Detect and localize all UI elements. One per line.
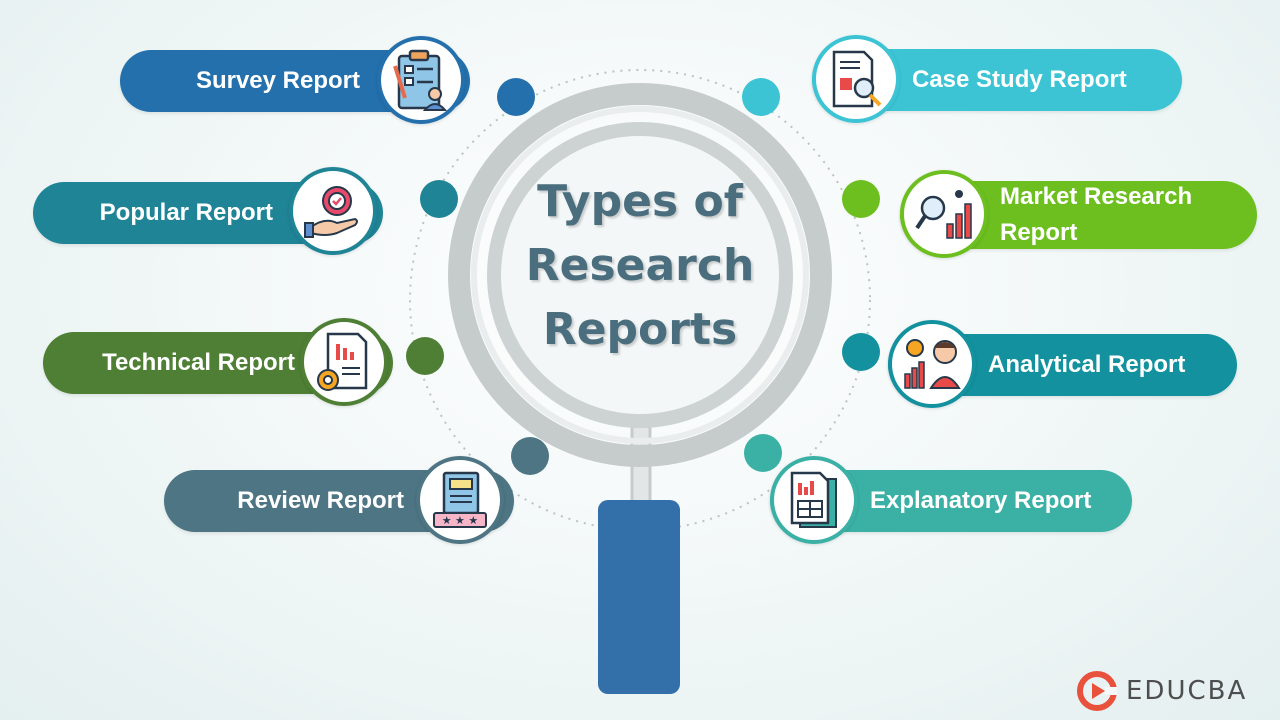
item-label: Survey Report	[195, 67, 360, 94]
item-label: Explanatory Report	[870, 487, 1092, 514]
connector-dot-technical	[406, 337, 444, 375]
award-hand-icon	[289, 167, 377, 255]
analytical-person-chart-icon	[888, 320, 976, 408]
item-label: Technical Report	[102, 349, 295, 376]
magnifier-lens	[487, 122, 793, 428]
title-line-3: Reports	[542, 304, 738, 355]
market-research-chart-icon	[900, 170, 988, 258]
magnifier-rim-highlight	[471, 106, 809, 444]
item-label: Case Study Report	[912, 66, 1127, 93]
item-label: Review Report	[237, 487, 404, 514]
educba-logo-text: EDUCBA	[1126, 676, 1248, 706]
title-line-2: Research	[525, 240, 755, 291]
survey-clipboard-icon	[377, 36, 465, 124]
magnifier-handle	[598, 500, 680, 694]
technical-document-gear-icon	[300, 318, 388, 406]
svg-text:★ ★ ★: ★ ★ ★	[442, 514, 479, 527]
connector-dot-survey	[497, 78, 535, 116]
diagram-title: Types of Research Reports	[510, 170, 770, 362]
educba-logo: EDUCBA	[1076, 670, 1247, 712]
title-line-1: Types of	[537, 176, 743, 227]
magnifier-rim-outer	[448, 83, 832, 467]
item-label: Analytical Report	[988, 351, 1186, 378]
connector-dot-review	[511, 437, 549, 475]
connector-dot-analytical	[842, 333, 880, 371]
educba-logo-icon	[1077, 671, 1117, 711]
explanatory-report-icon	[770, 456, 858, 544]
case-study-magnifier-icon	[812, 35, 900, 123]
connector-dot-market	[842, 180, 880, 218]
connector-dot-case-study	[742, 78, 780, 116]
connector-dot-popular	[420, 180, 458, 218]
connector-dot-explanatory	[744, 434, 782, 472]
item-label: Market Research Report	[1000, 183, 1193, 246]
item-label: Popular Report	[99, 199, 273, 226]
book-review-stars-icon: ★ ★ ★	[416, 456, 504, 544]
